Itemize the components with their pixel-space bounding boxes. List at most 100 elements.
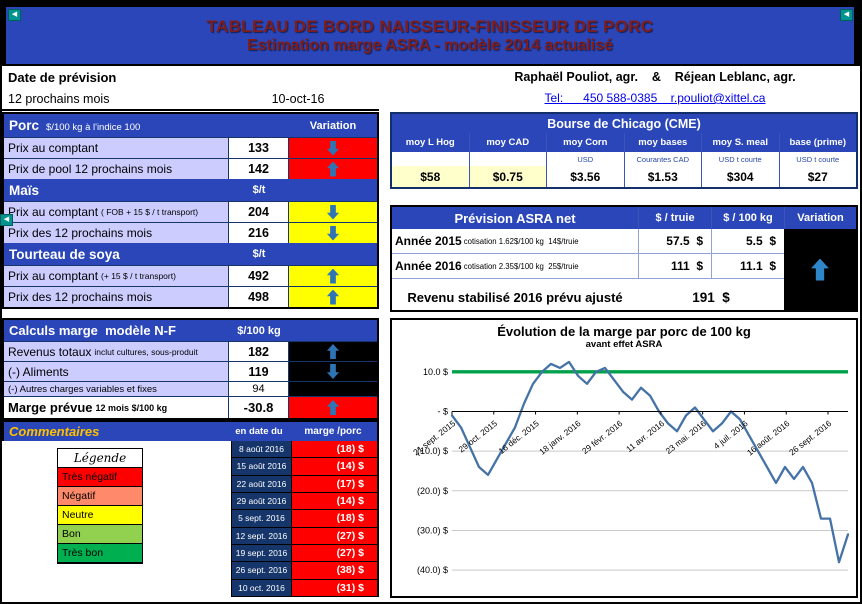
calc-title: Calculs marge modèle N-F [9,323,176,338]
row-value: 492 [229,266,289,286]
asra-cotisation-note: cotisation 1.62$/100 kg 14$/truie [463,236,579,246]
asra-revenu-value: 191 $ [692,290,730,305]
row-label: Prix au comptant [8,269,99,283]
svg-text:(30.0) $: (30.0) $ [417,525,448,535]
dashboard-subtitle: Estimation marge ASRA - modèle 2014 actu… [246,36,614,54]
row-label: (-) Autres charges variables et fixes [8,383,157,395]
comment-date-cell: 29 août 2016 [231,492,291,511]
arrow-up-icon [811,258,829,281]
row-label: Prix au comptant [8,205,99,219]
bourse-col-sub: USD [547,152,624,166]
soya-title: Tourteau de soya [9,246,120,262]
svg-text:29 oct. 2015: 29 oct. 2015 [457,418,500,454]
nav-arrow-left-icon[interactable]: ◀ [8,9,21,21]
margin-chart-panel: Évolution de la marge par porc de 100 kg… [390,318,858,598]
svg-text:4 juil. 2016: 4 juil. 2016 [712,418,750,451]
row-label: Revenus totaux [8,344,92,359]
bourse-col-value: $58 [392,166,469,187]
nav-arrow-right-icon[interactable]: ◀ [840,9,853,21]
comment-row: 8 août 2016 (18) $ [2,441,379,459]
svg-text:29 févr. 2016: 29 févr. 2016 [580,418,625,456]
soya-unit: $/t [252,248,266,260]
comment-date-cell: 5 sept. 2016 [231,510,291,528]
asra-header: Prévision ASRA net $ / truie $ / 100 kg … [392,207,856,229]
asra-revenu-row: Revenu stabilisé 2016 prévu ajusté 191 $ [392,285,856,310]
contact-link[interactable]: Tel: 450 588-0385 r.pouliot@xittel.ca [544,91,766,105]
row-label-cell: (-) Autres charges variables et fixes [4,382,229,396]
comment-row: 26 sept. 2016 (38) $ [2,562,379,580]
variation-cell [289,266,377,286]
row-label-note: ( FOB + 15 $ / t transport) [101,207,199,217]
asra-col-kg: $ / 100 kg [711,207,784,229]
variation-header: Variation [309,119,357,132]
bourse-col-header: base (prime) [779,133,856,152]
margin-chart: 10.0 $ - $ (10.0) $ (20.0) $ (30.0) $ (40.0) … [411,360,850,575]
nav-arrow-side-icon[interactable]: ◀ [0,214,13,226]
variation-cell [289,223,377,243]
legend-item: Bon [58,525,142,544]
asra-year-label: Année 2015 [395,234,462,248]
variation-cell [289,202,377,222]
row-label-note: inclut cultures, sous-produit [94,346,198,357]
asra-panel: Prévision ASRA net $ / truie $ / 100 kg … [390,205,858,312]
svg-text:16 déc. 2015: 16 déc. 2015 [496,418,541,456]
comment-date-cell: 10 oct. 2016 [231,579,291,597]
asra-truie-value: 57.5 $ [638,229,711,253]
bourse-col-header: moy L Hog [392,133,469,152]
chart-title: Évolution de la marge par porc de 100 kg [497,324,751,339]
calc-header-left: Calculs marge modèle N-F [4,323,229,338]
asra-col-truie: $ / truie [638,207,711,229]
variation-cell [289,159,377,179]
marge-value: -30.8 [229,397,289,418]
legend: Légende Très négatif Négatif Neutre Bon Très… [57,448,143,564]
soya-section-header: Tourteau de soya $/t [4,243,377,265]
asra-row-label-cell: Année 2015 cotisation 1.62$/100 kg 14$/tr… [392,229,638,253]
row-value: 182 [229,342,289,361]
prices-panel: Porc $/100 kg à l'indice 100 Variation P… [2,112,379,309]
comment-row: 29 août 2016 (14) $ [2,492,379,511]
bourse-col-value: $304 [702,166,779,187]
porc-header-left: Porc $/100 kg à l'indice 100 [4,118,229,133]
row-value: 216 [229,223,289,243]
soya-header-left: Tourteau de soya [4,247,229,262]
asra-cotisation-note: cotisation 2.35$/100 kg 25$/truie [463,261,579,271]
bourse-col-value: $0.75 [469,166,546,187]
bourse-col-value: $3.56 [547,166,624,187]
asra-variation-cell [784,229,856,310]
bourse-col-value: $1.53 [624,166,701,187]
row-label: Prix des 12 prochains mois [8,290,153,304]
price-row: Prix au comptant( FOB + 15 $ / t transpo… [4,201,377,222]
asra-row-label-cell: Année 2016 cotisation 2.35$/100 kg 25$/tr… [392,254,638,278]
marge-label-cell: Marge prévue 12 mois $/100 kg [4,397,229,418]
bourse-title: Bourse de Chicago (CME) [392,114,856,133]
legend-item: Neutre [58,506,142,525]
arrow-up-icon [326,268,340,284]
marge-row: Marge prévue 12 mois $/100 kg -30.8 [4,396,377,418]
asra-title: Prévision ASRA net [454,210,576,226]
asra-rows: Année 2015 cotisation 1.62$/100 kg 14$/tr… [392,229,856,279]
bourse-column: moy S. meal USD t courte $304 [701,133,779,187]
price-row: Revenus totaux inclut cultures, sous-prod… [4,341,377,361]
legend-items: Très négatif Négatif Neutre Bon Très bon [58,468,142,563]
col-marge-porc: marge /porc [304,426,362,437]
bourse-col-sub: USD t courte [702,152,779,166]
asra-year-label: Année 2016 [395,259,462,273]
arrow-down-icon [326,225,340,241]
comment-marge-cell: (14) $ [291,492,379,511]
mais-rows: Prix au comptant( FOB + 15 $ / t transpo… [4,201,377,243]
comment-marge-cell: (18) $ [291,441,379,459]
row-label: Prix des 12 prochains mois [8,226,153,240]
svg-text:16 août. 2016: 16 août. 2016 [745,418,792,458]
comment-spacer [2,580,231,597]
bourse-columns: moy L Hog $58 moy CAD $0.75 moy Corn USD $3.56… [392,133,856,187]
comment-date-cell: 19 sept. 2016 [231,544,291,563]
asra-kg-value: 11.1 $ [711,254,784,278]
period-label: 12 prochains mois [8,92,110,106]
row-label: Prix de pool 12 prochains mois [8,162,173,176]
bourse-column: moy bases Courantes CAD $1.53 [623,133,701,187]
row-label-cell: Prix des 12 prochains mois [4,223,229,243]
comment-row: 22 août 2016 (17) $ [2,475,379,493]
price-row: Prix des 12 prochains mois 216 [4,222,377,243]
bourse-column: moy Corn USD $3.56 [546,133,624,187]
header-divider [2,109,379,111]
